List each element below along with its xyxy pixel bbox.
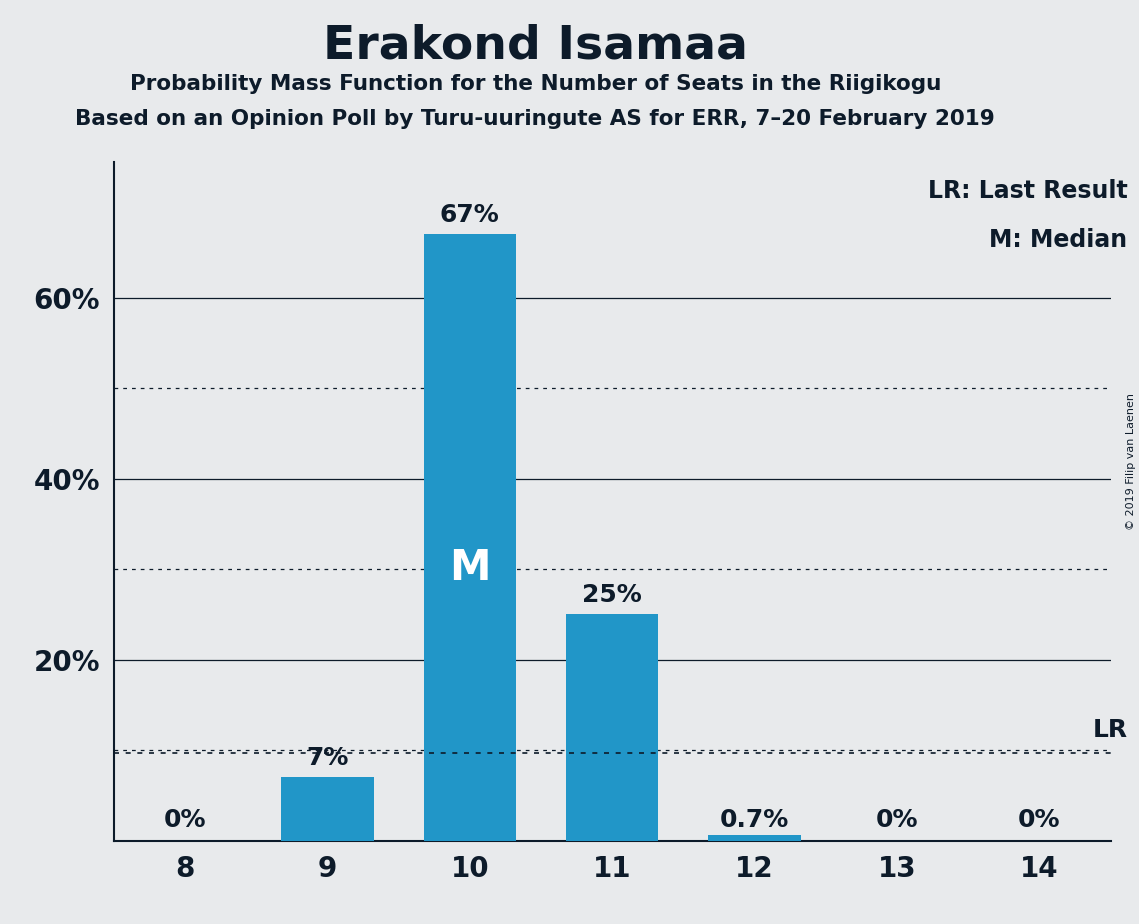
Text: 7%: 7% (306, 747, 349, 771)
Bar (708, 834, 801, 841)
Text: 0.7%: 0.7% (720, 808, 789, 832)
Text: 25%: 25% (582, 583, 642, 607)
Text: LR: LR (1092, 718, 1128, 742)
Text: 0%: 0% (164, 808, 206, 832)
Text: LR: Last Result: LR: Last Result (928, 178, 1128, 202)
Text: M: Median: M: Median (990, 228, 1128, 252)
Text: Probability Mass Function for the Number of Seats in the Riigikogu: Probability Mass Function for the Number… (130, 74, 941, 94)
Text: 67%: 67% (440, 203, 500, 227)
Bar (566, 614, 658, 841)
Text: 0%: 0% (876, 808, 918, 832)
Text: Erakond Isamaa: Erakond Isamaa (322, 23, 748, 68)
Text: © 2019 Filip van Laenen: © 2019 Filip van Laenen (1126, 394, 1136, 530)
Text: 0%: 0% (1018, 808, 1060, 832)
Text: Based on an Opinion Poll by Turu-uuringute AS for ERR, 7–20 February 2019: Based on an Opinion Poll by Turu-uuringu… (75, 109, 995, 129)
Text: M: M (449, 547, 491, 589)
Bar (424, 234, 516, 841)
Bar (281, 777, 374, 841)
